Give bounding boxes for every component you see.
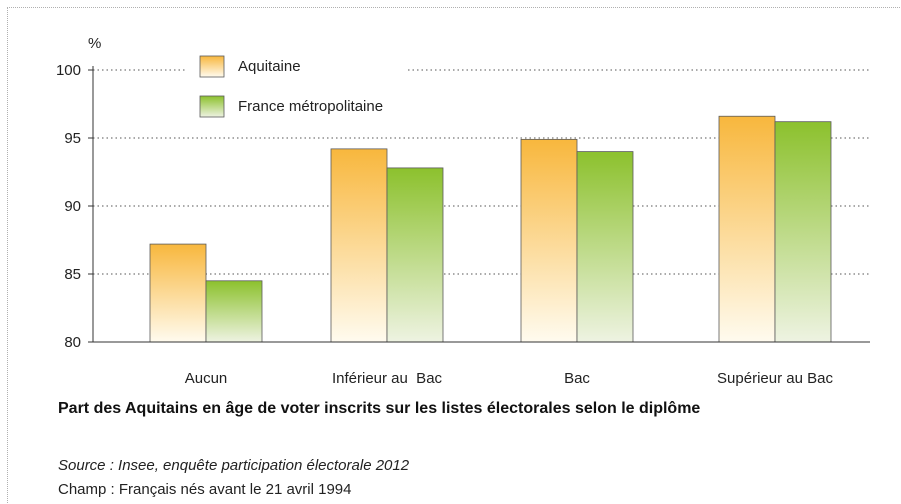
bar-france-1 [386, 167, 444, 343]
bars [149, 115, 832, 343]
source-note: Source : Insee, enquête participation él… [58, 457, 410, 474]
y-tick-label-95: 95 [64, 130, 81, 147]
legend-label-0: Aquitaine [238, 58, 301, 75]
legend-swatch-0 [199, 55, 225, 78]
axes: 80 85 90 95 100 Aucun Inférieur au Bac Bac Supér… [56, 62, 870, 387]
bar-chart: 80 85 90 95 100 Aucun Inférieur au Bac Bac Supér… [56, 35, 870, 387]
y-tick-label-85: 85 [64, 266, 81, 283]
legend: Aquitaine France métropolitaine [185, 52, 407, 124]
y-tick-label-100: 100 [56, 62, 81, 79]
bar-france-3 [774, 121, 832, 343]
legend-label-1: France métropolitaine [238, 98, 383, 115]
chart-caption-title: Part des Aquitains en âge de voter inscr… [58, 400, 701, 417]
gridlines [93, 69, 870, 275]
x-tick-label-1: Inférieur au Bac [332, 370, 443, 387]
bar-aquitaine-1 [330, 148, 388, 343]
bar-france-2 [576, 151, 634, 343]
bar-aquitaine-3 [718, 115, 776, 343]
y-axis-unit-label: % [88, 35, 101, 52]
x-tick-label-3: Supérieur au Bac [717, 370, 833, 387]
scope-note: Champ : Français nés avant le 21 avril 1… [58, 481, 352, 498]
bar-aquitaine-2 [520, 138, 578, 343]
y-tick-label-90: 90 [64, 198, 81, 215]
x-tick-label-0: Aucun [185, 370, 228, 387]
bar-aquitaine-0 [149, 243, 207, 343]
chart-frame [7, 7, 900, 503]
x-tick-label-2: Bac [564, 370, 590, 387]
legend-swatch-1 [199, 95, 225, 118]
bar-france-0 [205, 280, 263, 343]
y-tick-label-80: 80 [64, 334, 81, 351]
